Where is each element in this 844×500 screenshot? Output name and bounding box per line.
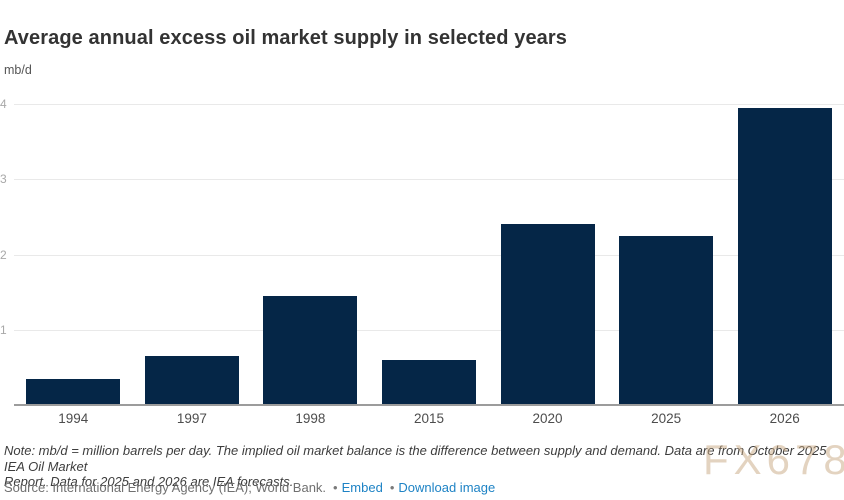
gridline xyxy=(14,104,844,105)
bar-1994 xyxy=(26,378,121,405)
x-tick-label: 2025 xyxy=(651,411,682,426)
y-tick-label: 2 xyxy=(0,247,7,262)
gridline xyxy=(14,329,844,331)
x-axis-line xyxy=(14,404,844,406)
source-line: Source: International Energy Agency (IEA… xyxy=(4,480,495,495)
x-tick-label: 1997 xyxy=(176,411,207,426)
bar-2015 xyxy=(382,359,476,405)
x-tick-label: 2015 xyxy=(413,411,445,426)
footnote-line-1: Note: mb/d = million barrels per day. Th… xyxy=(4,443,827,474)
gridline xyxy=(14,254,844,256)
download-image-link[interactable]: Download image xyxy=(398,480,496,495)
x-tick-label: 1994 xyxy=(58,411,89,426)
bullet-separator: • xyxy=(389,480,395,495)
y-tick-label: 4 xyxy=(0,97,7,111)
gridline xyxy=(14,179,844,181)
footnote-line-2: Report. Data for 2025 and 2026 are IEA f… xyxy=(4,474,294,489)
bullet-separator: • xyxy=(333,480,338,495)
embed-link[interactable]: Embed xyxy=(341,480,383,495)
x-tick-label: 2026 xyxy=(769,411,800,426)
footnote: Note: mb/d = million barrels per day. Th… xyxy=(4,443,840,490)
y-tick-label: 1 xyxy=(0,322,7,337)
y-axis-unit-label: mb/d xyxy=(4,63,32,77)
source-text: Source: International Energy Agency (IEA… xyxy=(4,480,327,495)
bar-chart-plot: 1 2 3 4 1994 1997 1998 2015 2020 2025 2026 xyxy=(0,97,844,426)
bar-1997 xyxy=(144,356,239,405)
bar-2020 xyxy=(500,224,595,405)
bar-2025 xyxy=(619,235,714,405)
y-tick-label: 3 xyxy=(0,172,7,187)
chart-title: Average annual excess oil market supply … xyxy=(4,27,568,49)
x-tick-label: 1998 xyxy=(295,411,326,426)
bar-2026 xyxy=(737,107,832,405)
bar-1998 xyxy=(263,295,358,405)
x-tick-label: 2020 xyxy=(532,411,563,426)
